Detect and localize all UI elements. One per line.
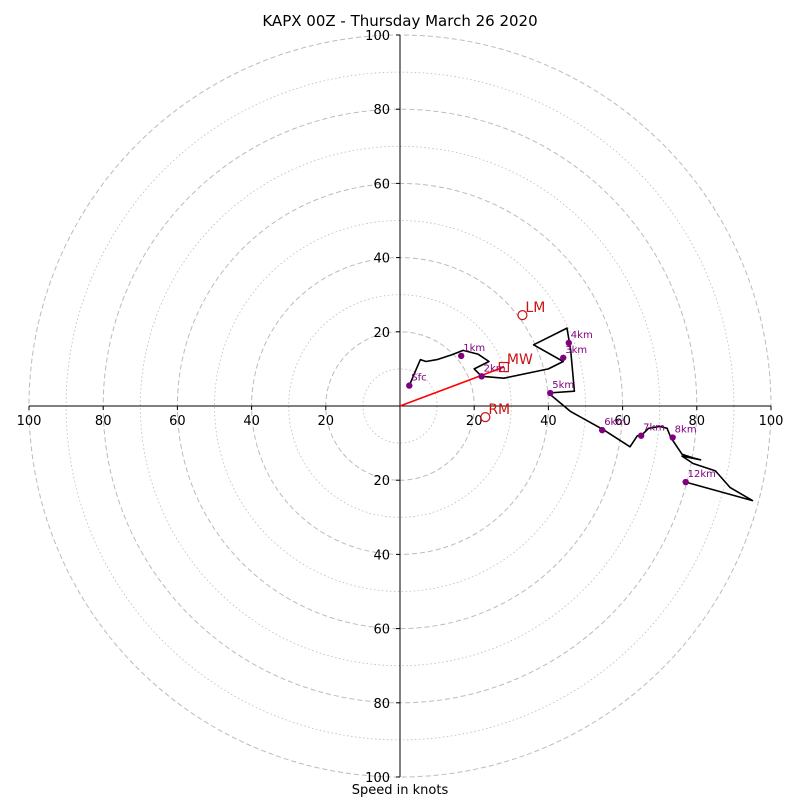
y-tick-label: 60 xyxy=(373,177,390,192)
x-tick-label: 40 xyxy=(540,414,557,429)
shear-vector-line xyxy=(399,366,505,407)
height-point-label: 12km xyxy=(688,469,716,480)
storm-motion-label: LM xyxy=(525,300,545,316)
height-point-marker xyxy=(598,426,606,434)
tick-labels: 100 80 60 40 20 20 40 60 80 100 100 80 60 40 20 20 40 60 8… xyxy=(17,29,784,786)
x-tick-label: 60 xyxy=(169,414,186,429)
storm-motion-label: MW xyxy=(507,352,533,368)
y-tick-label: 60 xyxy=(373,623,390,638)
height-point-marker xyxy=(406,382,413,389)
y-tick-label: 80 xyxy=(373,103,390,118)
height-point-label: 7km xyxy=(643,423,665,434)
x-tick-label: 100 xyxy=(759,414,784,429)
y-tick-label: 20 xyxy=(373,326,390,341)
height-points-layer: Sfc 1km 2km 3km 4km 5km 6km 7km 8km 12km xyxy=(406,330,716,486)
x-tick-label: 40 xyxy=(243,414,260,429)
height-point-label: 3km xyxy=(565,345,587,356)
storm-motion-layer: LM MW RM xyxy=(480,300,545,423)
height-point-label: 5km xyxy=(552,380,574,391)
height-point-marker xyxy=(560,354,567,361)
y-tick-label: 40 xyxy=(373,252,390,267)
height-point-marker xyxy=(682,478,689,486)
height-point-marker xyxy=(478,373,485,380)
height-point-label: 6km xyxy=(604,417,626,428)
storm-motion-marker xyxy=(498,361,509,373)
height-point-label: Sfc xyxy=(411,373,426,384)
x-tick-label: 20 xyxy=(466,414,483,429)
y-tick-label: 80 xyxy=(373,697,390,712)
storm-motion-label: RM xyxy=(488,402,510,418)
x-tick-label: 20 xyxy=(318,414,335,429)
y-tick-label: 20 xyxy=(373,474,390,489)
height-point-label: 2km xyxy=(484,363,506,374)
chart-title: KAPX 00Z - Thursday March 26 2020 xyxy=(262,12,538,30)
y-tick-label: 40 xyxy=(373,548,390,563)
x-tick-label: 80 xyxy=(689,414,706,429)
shear-vector-layer xyxy=(399,366,505,407)
height-point-marker xyxy=(547,389,554,397)
x-axis-label: Speed in knots xyxy=(351,783,449,798)
height-point-label: 4km xyxy=(571,330,593,341)
height-point-marker xyxy=(669,434,676,441)
y-tick-label: 100 xyxy=(365,771,390,786)
x-tick-label: 80 xyxy=(95,414,112,429)
height-point-label: 8km xyxy=(675,425,697,436)
height-point-label: 1km xyxy=(463,343,485,354)
height-point-marker xyxy=(565,339,573,347)
height-point-marker xyxy=(458,352,465,360)
storm-motion-marker xyxy=(517,310,528,321)
x-tick-label: 60 xyxy=(614,414,631,429)
storm-motion-marker xyxy=(480,412,491,423)
height-point-marker xyxy=(637,432,645,439)
y-tick-label: 100 xyxy=(365,29,390,44)
x-tick-label: 100 xyxy=(17,414,42,429)
